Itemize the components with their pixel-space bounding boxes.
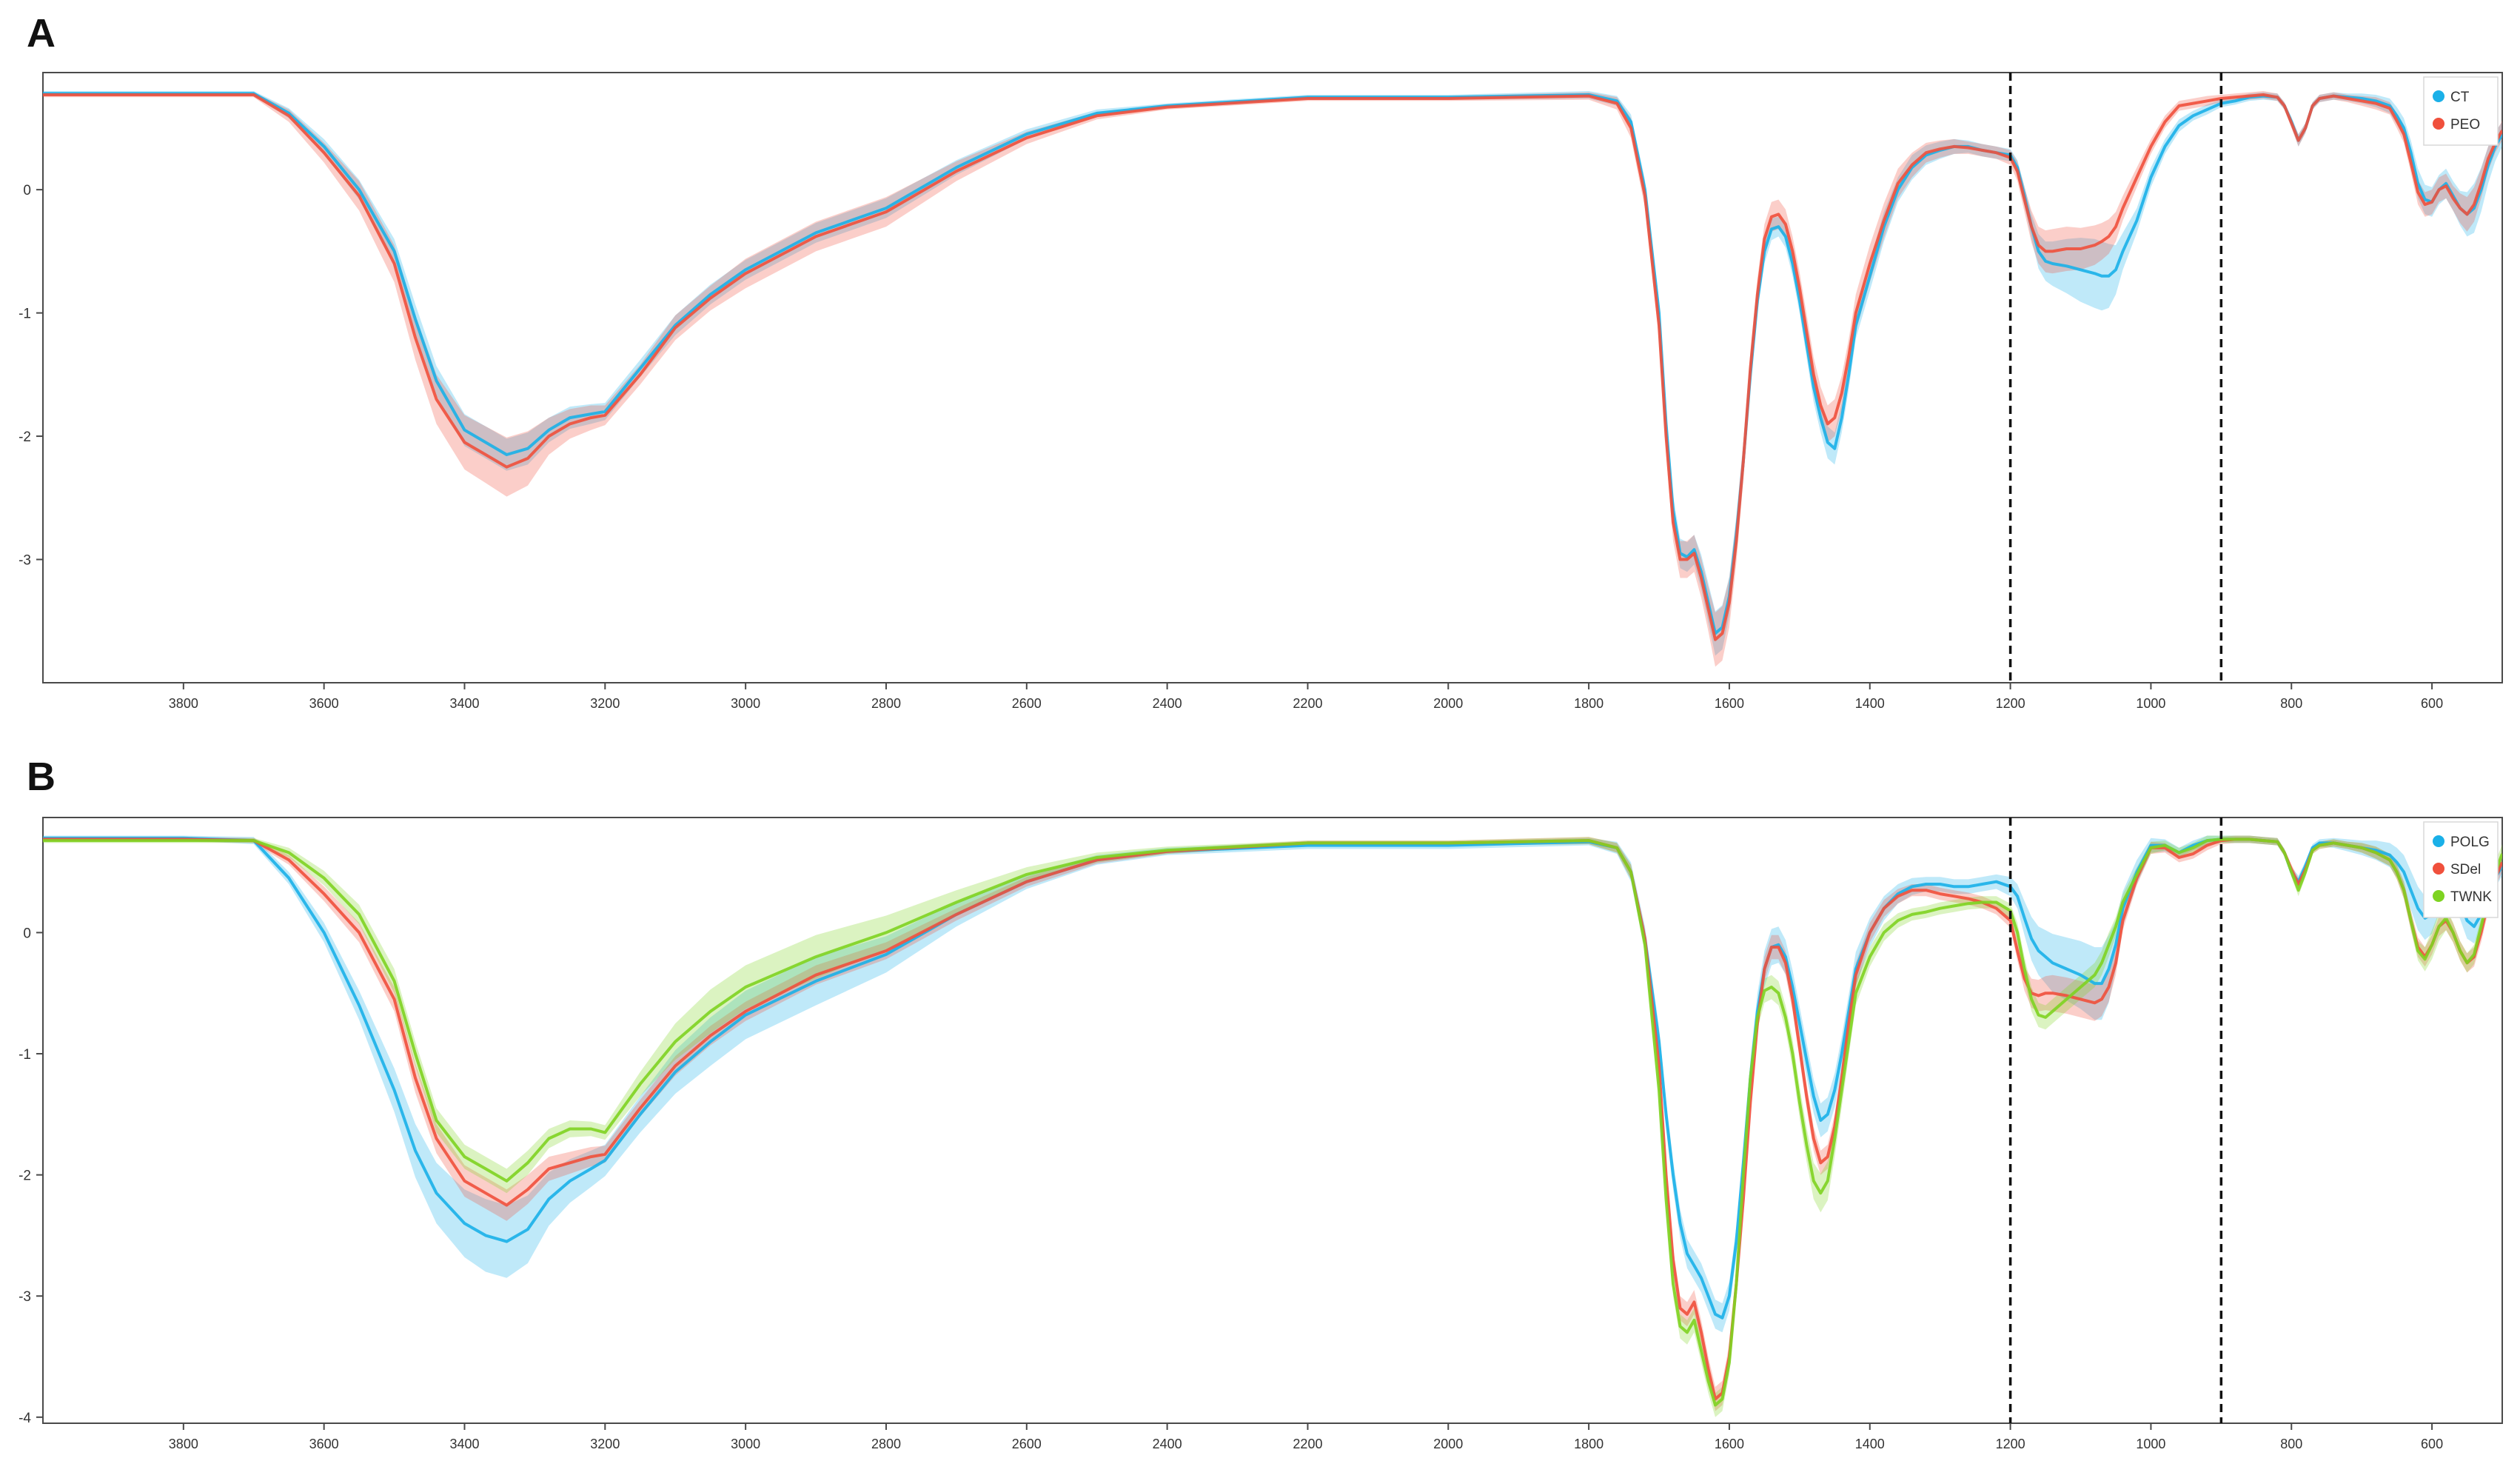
x-tick-label: 1400: [1855, 696, 1885, 711]
legend-box: [2423, 76, 2499, 146]
y-tick-label: -2: [19, 1169, 31, 1184]
x-tick-label: 2600: [1012, 696, 1042, 711]
x-tick-label: 3000: [731, 1437, 760, 1451]
x-tick-label: 2000: [1433, 696, 1463, 711]
x-tick-label: 800: [2280, 1437, 2302, 1451]
x-tick-label: 600: [2421, 1437, 2443, 1451]
x-tick-label: 2800: [871, 1437, 901, 1451]
x-tick-label: 1600: [1715, 1437, 1744, 1451]
y-tick-label: -1: [19, 1047, 31, 1063]
series-line-twnk: [43, 838, 2502, 1407]
x-tick-label: 2400: [1153, 696, 1182, 711]
x-tick-label: 2600: [1012, 1437, 1042, 1451]
x-tick-label: 1600: [1715, 696, 1744, 711]
x-tick-label: 3400: [449, 696, 479, 711]
legend-marker-sdel: [2433, 863, 2444, 875]
x-tick-label: 2800: [871, 696, 901, 711]
chart-panel-a: 0 -1 -2 -3 3800 3600 3400 3200 3000 2800 2600 2400 2…: [19, 72, 2503, 711]
legend-label-ct: CT: [2450, 90, 2470, 105]
legend-marker-polg: [2433, 835, 2444, 847]
x-tick-label: 1800: [1574, 696, 1604, 711]
series-line-polg: [43, 836, 2502, 1320]
y-tick-label: 0: [23, 183, 31, 198]
plot-frame: [42, 72, 2503, 683]
x-tick-label: 3400: [449, 1437, 479, 1451]
y-tick-label: -3: [19, 1289, 31, 1305]
y-tick-label: -3: [19, 553, 31, 569]
legend: POLG SDel TWNK: [2423, 821, 2499, 918]
x-tick-label: 3200: [590, 1437, 620, 1451]
panel-a-label: A: [27, 11, 56, 56]
x-tick-label: 3600: [309, 696, 339, 711]
panel-b-label: B: [27, 755, 56, 799]
legend-label-twnk: TWNK: [2450, 889, 2492, 905]
legend-marker-ct: [2433, 90, 2444, 102]
plot-area: [43, 835, 2502, 1417]
legend: CT PEO: [2423, 76, 2499, 146]
x-tick-label: 600: [2421, 696, 2443, 711]
y-tick-label: -2: [19, 429, 31, 445]
y-tick-label: 0: [23, 926, 31, 941]
legend-label-sdel: SDel: [2450, 862, 2481, 877]
x-tick-label: 1800: [1574, 1437, 1604, 1451]
legend-marker-peo: [2433, 118, 2444, 130]
x-tick-label: 3800: [169, 696, 198, 711]
y-tick-label: -1: [19, 307, 31, 322]
x-tick-label: 3000: [731, 696, 760, 711]
x-tick-label: 1000: [2136, 1437, 2165, 1451]
x-tick-label: 2200: [1293, 696, 1322, 711]
legend-marker-twnk: [2433, 890, 2444, 902]
x-tick-label: 1200: [1996, 696, 2025, 711]
x-tick-label: 3200: [590, 696, 620, 711]
plot-frame: [42, 817, 2503, 1424]
x-tick-label: 1400: [1855, 1437, 1885, 1451]
x-tick-label: 2200: [1293, 1437, 1322, 1451]
x-tick-label: 1200: [1996, 1437, 2025, 1451]
series-line-peo: [43, 93, 2502, 641]
chart-panel-b: 0 -1 -2 -3 -4 3800 3600 3400 3200 3000 2800 2600 240…: [19, 817, 2503, 1451]
x-tick-label: 800: [2280, 696, 2302, 711]
x-tick-label: 1000: [2136, 696, 2165, 711]
x-tick-label: 2400: [1153, 1437, 1182, 1451]
x-tick-label: 2000: [1433, 1437, 1463, 1451]
legend-label-peo: PEO: [2450, 117, 2480, 133]
y-tick-label: -4: [19, 1411, 31, 1426]
x-tick-label: 3600: [309, 1437, 339, 1451]
x-tick-label: 3800: [169, 1437, 198, 1451]
plot-area: [43, 91, 2502, 667]
legend-label-polg: POLG: [2450, 835, 2490, 850]
